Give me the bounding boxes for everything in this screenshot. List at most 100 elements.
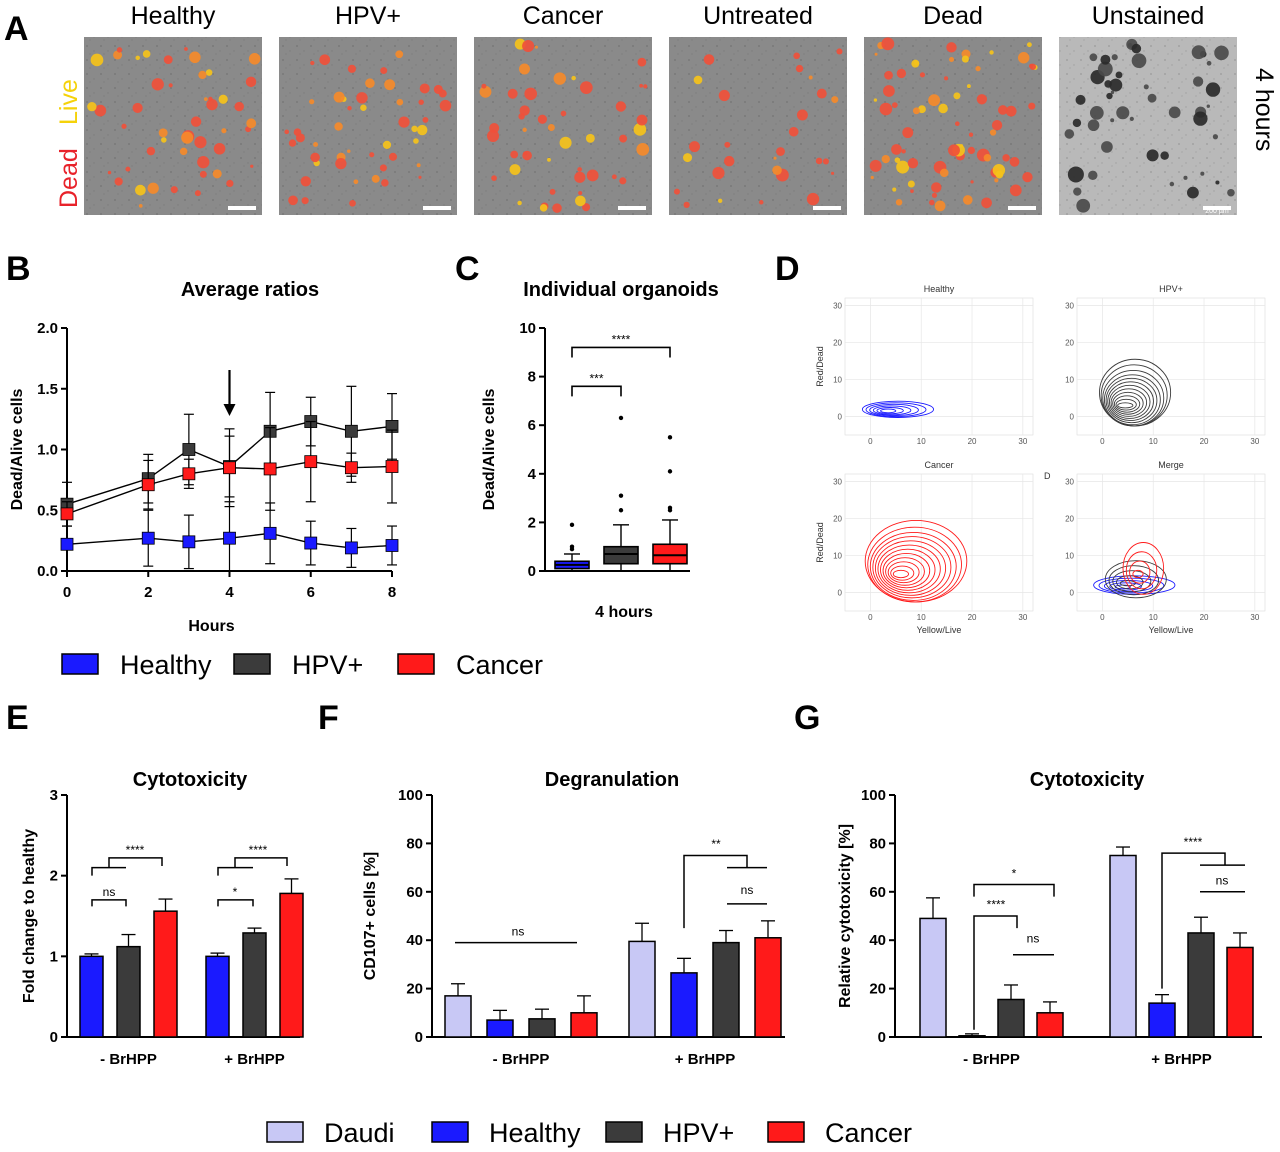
chart-title-c: Individual organoids xyxy=(523,279,719,301)
image-texture-2 xyxy=(474,37,652,215)
contour-ring-d xyxy=(1112,391,1144,415)
image-blob xyxy=(1129,116,1134,121)
image-blob xyxy=(983,153,992,162)
scale-bar-5 xyxy=(1203,206,1231,210)
image-blob xyxy=(218,94,228,104)
image-blob xyxy=(438,89,447,98)
data-point-Healthy xyxy=(60,537,74,551)
bar-G-Healthy xyxy=(1148,1002,1176,1038)
y-axis-label-b: Dead/Alive cells xyxy=(9,388,26,510)
image-blob xyxy=(213,142,226,155)
data-point-Cancer xyxy=(141,478,155,492)
image-blob xyxy=(718,198,723,204)
image-blob xyxy=(615,101,627,112)
image-blob xyxy=(989,50,994,55)
bar-G-Cancer xyxy=(1036,1012,1064,1038)
image-blob xyxy=(369,152,375,158)
image-blob xyxy=(116,47,123,53)
image-blob xyxy=(1169,181,1175,187)
image-blob xyxy=(194,136,207,149)
bar-G-Daudi xyxy=(919,917,947,1038)
image-blob xyxy=(619,134,628,143)
image-blob xyxy=(931,192,938,198)
x-tick-label-d: 20 xyxy=(1200,613,1209,622)
panel-a: A Healthy HPV+ Cancer Untreated Dead Unstaine… xyxy=(4,2,1278,215)
image-blob xyxy=(309,99,315,105)
image-blob xyxy=(349,199,356,207)
y-tick-label-G: 20 xyxy=(869,981,886,998)
image-blob xyxy=(571,75,576,81)
image-blob xyxy=(1089,53,1098,62)
y-tick-label-d: 20 xyxy=(1065,514,1074,523)
image-blob xyxy=(552,203,562,213)
sig-bracket-E xyxy=(91,866,126,876)
outlier-point-c xyxy=(667,505,673,511)
image-texture-4 xyxy=(864,37,1042,215)
chart-title-F: Degranulation xyxy=(545,769,679,791)
image-blob xyxy=(547,123,555,131)
x-tick-label-d: 10 xyxy=(1149,613,1158,622)
image-blob xyxy=(135,55,140,61)
image-blob xyxy=(179,147,188,156)
image-blob xyxy=(395,50,404,59)
image-blob xyxy=(1017,52,1030,64)
x-tick-label-b: 8 xyxy=(388,584,396,601)
y-tick-label-c: 10 xyxy=(519,320,536,337)
x-tick-label-d: 30 xyxy=(1250,437,1259,446)
data-point-Cancer xyxy=(263,462,277,476)
legend-label-Cancer: Cancer xyxy=(456,650,543,680)
time-label: 4 hours xyxy=(1250,68,1278,151)
x-tick-label-d: 0 xyxy=(868,437,873,446)
x-tick-label-E: + BrHPP xyxy=(224,1051,284,1068)
image-blob xyxy=(892,187,897,192)
image-blob xyxy=(575,195,586,207)
image-blob xyxy=(347,149,351,153)
contour-ring-d xyxy=(892,569,909,579)
image-blob xyxy=(356,92,368,104)
image-blob xyxy=(773,156,777,160)
contour-ring-d xyxy=(1122,542,1165,595)
outlier-point-c xyxy=(667,435,673,440)
image-blob xyxy=(967,146,976,155)
image-blob xyxy=(1028,102,1036,110)
subplot-title-d: Healthy xyxy=(924,284,955,294)
image-blob xyxy=(991,120,1003,131)
bar-G-HPV+ xyxy=(997,998,1025,1038)
y-tick-label-G: 40 xyxy=(869,932,886,949)
panel-f-bar-chart: F Degranulation 0 20 40 60 80 100 CD107+ cells [… xyxy=(318,699,785,1068)
data-point-Healthy xyxy=(385,539,399,552)
image-blob xyxy=(723,155,735,167)
image-blob xyxy=(1076,198,1091,213)
image-blob xyxy=(949,57,955,63)
image-blob xyxy=(934,200,946,212)
image-blob xyxy=(365,78,375,88)
image-blob xyxy=(161,137,167,143)
image-blob xyxy=(319,54,331,66)
image-blob xyxy=(1101,141,1113,153)
x-tick-label-G: - BrHPP xyxy=(963,1051,1020,1068)
sig-bracket-G xyxy=(973,915,1018,1030)
sig-label-G: **** xyxy=(987,898,1006,912)
data-point-Cancer xyxy=(304,455,318,469)
y-tick-label-d: 10 xyxy=(1065,551,1074,560)
sig-label-F: ns xyxy=(741,883,754,897)
y-axis-label-c: Dead/Alive cells xyxy=(481,388,498,510)
contour-ring-d xyxy=(882,552,931,589)
image-blob xyxy=(643,84,648,89)
y-tick-label-G: 60 xyxy=(869,884,886,901)
sig-label-E: **** xyxy=(126,843,145,857)
bar-G-HPV+ xyxy=(1187,932,1215,1038)
image-blob xyxy=(248,53,261,65)
image-blob xyxy=(419,83,430,94)
sig-label-E: **** xyxy=(249,843,268,857)
y-axis-label-d: Red/Dead xyxy=(815,346,825,387)
image-blob xyxy=(902,127,914,139)
y-tick-label-d: 30 xyxy=(1065,477,1074,486)
contour-ring-d xyxy=(1109,582,1142,591)
image-blob xyxy=(891,144,902,155)
sig-bracket-c xyxy=(571,385,622,397)
panel-b-line-chart: B Average ratios 0.0 0.5 1.0 1.5 2.0 0 2 4 6 8 Hours… xyxy=(6,250,399,635)
sig-label-G: * xyxy=(1012,866,1017,880)
bar-G-Daudi xyxy=(1109,854,1137,1038)
